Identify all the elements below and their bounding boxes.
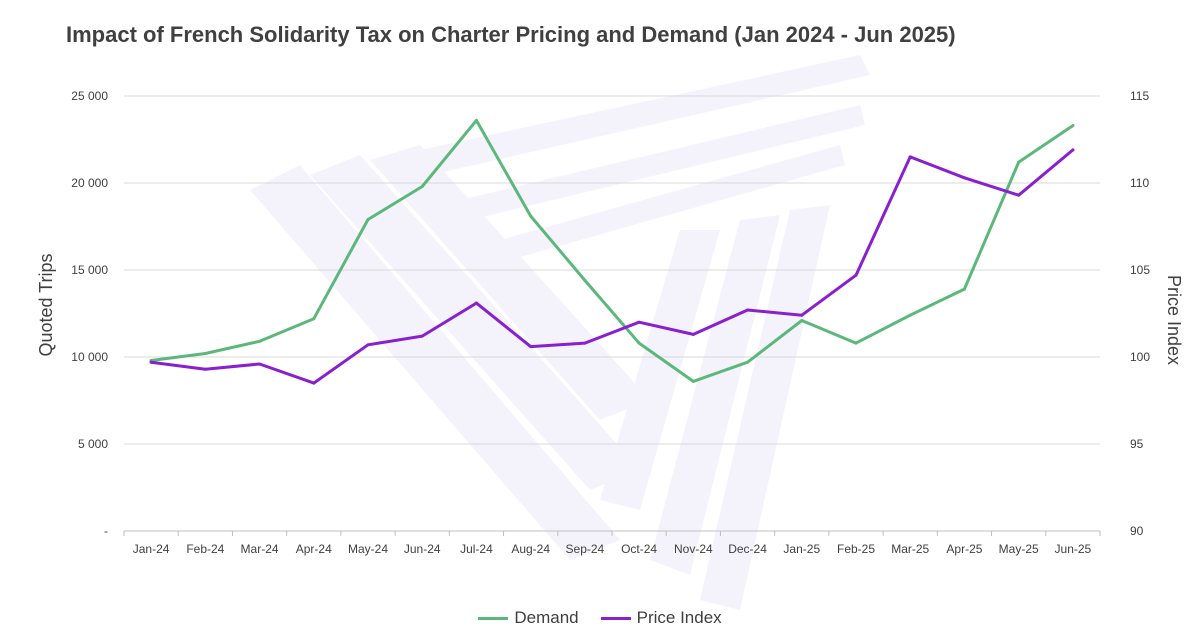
x-tick-label: Jul-24 xyxy=(460,542,493,556)
data-point[interactable] xyxy=(474,301,478,305)
left-tick-label: 25 000 xyxy=(71,89,108,103)
series-points-1 xyxy=(149,148,1075,385)
x-tick-label: Jun-24 xyxy=(404,542,441,556)
data-point[interactable] xyxy=(908,155,912,159)
data-point[interactable] xyxy=(203,352,207,356)
data-point[interactable] xyxy=(583,278,587,282)
data-point[interactable] xyxy=(691,332,695,336)
data-point[interactable] xyxy=(746,308,750,312)
legend-label-price-index: Price Index xyxy=(636,608,722,627)
x-tick-label: Aug-24 xyxy=(511,542,550,556)
data-point[interactable] xyxy=(800,313,804,317)
data-point[interactable] xyxy=(312,381,316,385)
data-point[interactable] xyxy=(854,273,858,277)
x-tick-label: May-25 xyxy=(999,542,1039,556)
x-tick-label: Apr-25 xyxy=(946,542,982,556)
data-point[interactable] xyxy=(529,214,533,218)
right-axis-title: Price Index xyxy=(1164,275,1184,365)
legend: Demand Price Index xyxy=(0,608,1200,628)
left-tick-label: 15 000 xyxy=(71,263,108,277)
data-point[interactable] xyxy=(258,362,262,366)
data-point[interactable] xyxy=(800,318,804,322)
legend-item-price-index[interactable]: Price Index xyxy=(600,608,722,628)
left-tick-label: 20 000 xyxy=(71,176,108,190)
x-tick-label: Jun-25 xyxy=(1055,542,1092,556)
x-tick-label: Oct-24 xyxy=(621,542,657,556)
x-tick-label: Sep-24 xyxy=(566,542,605,556)
x-tick-label: Mar-24 xyxy=(241,542,279,556)
data-point[interactable] xyxy=(1071,148,1075,152)
left-tick-label: 5 000 xyxy=(78,437,108,451)
data-point[interactable] xyxy=(258,339,262,343)
watermark-logo xyxy=(250,55,870,610)
data-point[interactable] xyxy=(366,343,370,347)
data-point[interactable] xyxy=(962,287,966,291)
right-tick-label: 115 xyxy=(1130,89,1149,103)
data-point[interactable] xyxy=(1017,193,1021,197)
data-point[interactable] xyxy=(583,341,587,345)
x-tick-label: Mar-25 xyxy=(891,542,929,556)
x-tick-label: Nov-24 xyxy=(674,542,713,556)
x-tick-label: Dec-24 xyxy=(728,542,767,556)
data-point[interactable] xyxy=(149,360,153,364)
data-point[interactable] xyxy=(420,184,424,188)
series-line-demand[interactable] xyxy=(149,118,1075,383)
data-point[interactable] xyxy=(474,118,478,122)
data-point[interactable] xyxy=(203,367,207,371)
right-tick-label: 110 xyxy=(1130,176,1149,190)
data-point[interactable] xyxy=(366,218,370,222)
right-tick-label: 90 xyxy=(1130,524,1144,538)
data-point[interactable] xyxy=(746,360,750,364)
x-tick-label: Feb-25 xyxy=(837,542,875,556)
data-point[interactable] xyxy=(420,334,424,338)
data-point[interactable] xyxy=(1071,124,1075,128)
legend-item-demand[interactable]: Demand xyxy=(478,608,579,628)
data-point[interactable] xyxy=(529,345,533,349)
legend-swatch-demand xyxy=(478,616,509,620)
data-point[interactable] xyxy=(854,341,858,345)
legend-label-demand: Demand xyxy=(514,608,579,627)
data-point[interactable] xyxy=(908,313,912,317)
left-tick-label: 10 000 xyxy=(71,350,108,364)
chart-title: Impact of French Solidarity Tax on Chart… xyxy=(66,22,956,47)
series-points-0 xyxy=(149,118,1075,383)
data-point[interactable] xyxy=(637,320,641,324)
x-tick-label: Apr-24 xyxy=(296,542,332,556)
legend-swatch-price-index xyxy=(600,616,631,620)
x-tick-label: Jan-24 xyxy=(133,542,170,556)
data-point[interactable] xyxy=(312,317,316,321)
x-tick-label: May-24 xyxy=(348,542,388,556)
data-point[interactable] xyxy=(691,379,695,383)
left-tick-label: - xyxy=(104,524,108,538)
data-point[interactable] xyxy=(637,341,641,345)
right-tick-label: 100 xyxy=(1130,350,1150,364)
x-tick-label: Feb-24 xyxy=(186,542,224,556)
left-axis-title: Quoted Trips xyxy=(36,253,56,356)
data-point[interactable] xyxy=(1017,160,1021,164)
series-line-price-index[interactable] xyxy=(149,148,1075,385)
right-tick-label: 95 xyxy=(1130,437,1144,451)
data-point[interactable] xyxy=(962,176,966,180)
x-tick-label: Jan-25 xyxy=(783,542,820,556)
right-tick-label: 105 xyxy=(1130,263,1150,277)
